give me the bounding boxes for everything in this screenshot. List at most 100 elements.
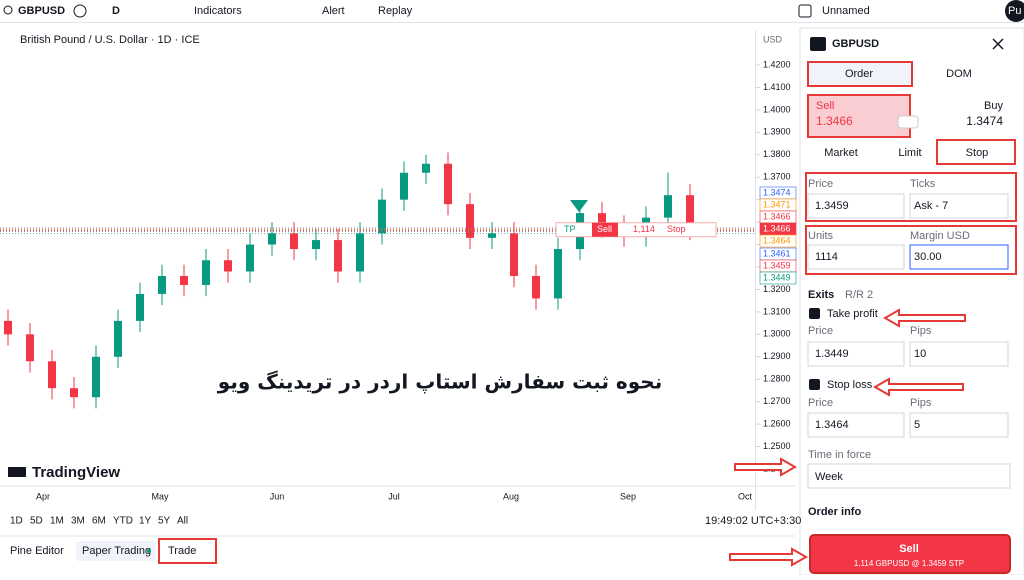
tab-label[interactable]: DOM (946, 68, 972, 80)
currency[interactable]: USD (763, 34, 783, 44)
range-button[interactable]: 1M (50, 516, 64, 527)
clock: 19:49:02 UTC+3:30 (705, 515, 801, 527)
checkbox-label[interactable]: Stop loss (827, 379, 873, 391)
range-button[interactable]: 1D (10, 516, 23, 527)
checkbox[interactable] (809, 379, 820, 390)
panel-logo (810, 37, 826, 51)
tab-order[interactable] (807, 61, 913, 87)
y-tick-label: 1.2600 (763, 418, 791, 428)
range-button[interactable]: 5D (30, 516, 43, 527)
tab-label[interactable]: Order (845, 68, 873, 80)
input[interactable] (909, 244, 1009, 270)
margin-input[interactable]: 30.00 (914, 251, 942, 263)
candle-body (532, 275, 540, 299)
units-input[interactable]: 1114 (815, 251, 838, 263)
candle-body (246, 244, 254, 272)
field-label: Price (808, 325, 833, 337)
logo-mark (8, 467, 26, 477)
add-symbol[interactable] (73, 4, 87, 18)
x-tick-label: Aug (503, 491, 519, 501)
logo: TradingView (32, 464, 120, 481)
y-tick-label: 1.2900 (763, 351, 791, 361)
input[interactable] (807, 412, 905, 438)
sl-pips[interactable]: 5 (914, 419, 920, 431)
candle-body (158, 275, 166, 294)
range-button[interactable]: All (177, 516, 188, 527)
y-tick-label: 1.2500 (763, 441, 791, 451)
tab[interactable]: Trade (168, 545, 196, 557)
alert[interactable]: Alert (322, 5, 345, 17)
x-tick-label: Jul (388, 491, 400, 501)
input[interactable] (909, 412, 1009, 438)
input[interactable] (807, 341, 905, 367)
y-tick-label: 1.3900 (763, 127, 791, 137)
button-label[interactable]: Sell (899, 543, 919, 555)
symbol[interactable]: GBPUSD (18, 5, 65, 17)
button-detail[interactable]: 1,114 GBPUSD @ 1.3459 STP (854, 559, 964, 568)
y-tick-label: 1.3100 (763, 306, 791, 316)
field-label: Units (808, 230, 834, 242)
buy-label[interactable]: Buy (984, 100, 1003, 112)
order-side-bg (592, 222, 618, 237)
field-label: Pips (910, 325, 932, 337)
buy-price[interactable]: 1.3474 (966, 114, 1003, 128)
sl-price[interactable]: 1.3464 (815, 419, 849, 431)
range-button[interactable]: YTD (113, 516, 133, 527)
highlight-box (805, 172, 1017, 222)
search-icon[interactable] (3, 5, 13, 15)
tp-pips[interactable]: 10 (914, 348, 926, 360)
tab[interactable]: Pine Editor (10, 545, 64, 557)
sell-label[interactable]: Sell (816, 100, 834, 112)
select[interactable] (807, 463, 1011, 489)
order-type[interactable]: Limit (898, 147, 921, 159)
sell-price[interactable]: 1.3466 (816, 114, 853, 128)
candle-body (664, 195, 672, 218)
y-tick-label: 1.4000 (763, 104, 791, 114)
order-type[interactable]: Market (824, 147, 858, 159)
price-tag-label: 1.3471 (763, 199, 791, 209)
tp-price[interactable]: 1.3449 (815, 348, 849, 360)
rr: R/R 2 (845, 289, 873, 301)
layout-icon[interactable] (798, 4, 812, 18)
input[interactable] (909, 193, 1009, 219)
range-button[interactable]: 1Y (139, 516, 152, 527)
y-tick-label: 1.2800 (763, 374, 791, 384)
price-tag (759, 234, 797, 248)
tab[interactable]: Paper Trading (82, 545, 151, 557)
range-button[interactable]: 3M (71, 516, 85, 527)
order-tp[interactable]: TP (564, 224, 576, 234)
close-icon[interactable] (992, 38, 1004, 50)
checkbox-label[interactable]: Take profit (827, 308, 878, 320)
checkbox[interactable] (809, 308, 820, 319)
tif[interactable]: Week (815, 471, 843, 483)
candle-body (268, 233, 276, 245)
order-units: 1,114 (633, 224, 655, 234)
candle-body (334, 240, 342, 272)
input[interactable] (807, 193, 905, 219)
order-side[interactable]: Sell (597, 224, 612, 234)
candle-body (290, 233, 298, 250)
interval[interactable]: D (112, 5, 120, 17)
field-label: Price (808, 397, 833, 409)
indicators[interactable]: Indicators (194, 5, 242, 17)
y-tick-label: 1.3000 (763, 329, 791, 339)
sell-box[interactable] (807, 94, 911, 138)
sell-button[interactable] (809, 534, 1011, 574)
replay[interactable]: Replay (378, 5, 413, 17)
layout-name[interactable]: Unnamed (822, 5, 870, 17)
range-button[interactable]: 6M (92, 516, 106, 527)
range-button[interactable]: 5Y (158, 516, 171, 527)
order-type[interactable]: Stop (966, 147, 989, 159)
y-tick-label: 1.3200 (763, 284, 791, 294)
candle-body (312, 240, 320, 250)
price-input[interactable]: 1.3459 (815, 200, 849, 212)
order-type-active[interactable] (936, 139, 1016, 165)
x-tick-label: Jun (270, 491, 285, 501)
input[interactable] (807, 244, 905, 270)
user-avatar[interactable] (1005, 0, 1024, 22)
overlay-title: نحوه ثبت سفارش استاپ اردر در تریدینگ ویو (217, 370, 662, 394)
ticks-input[interactable]: Ask - 7 (914, 200, 948, 212)
field-label: Margin USD (910, 230, 970, 242)
user[interactable]: Pu (1008, 5, 1021, 17)
input[interactable] (909, 341, 1009, 367)
